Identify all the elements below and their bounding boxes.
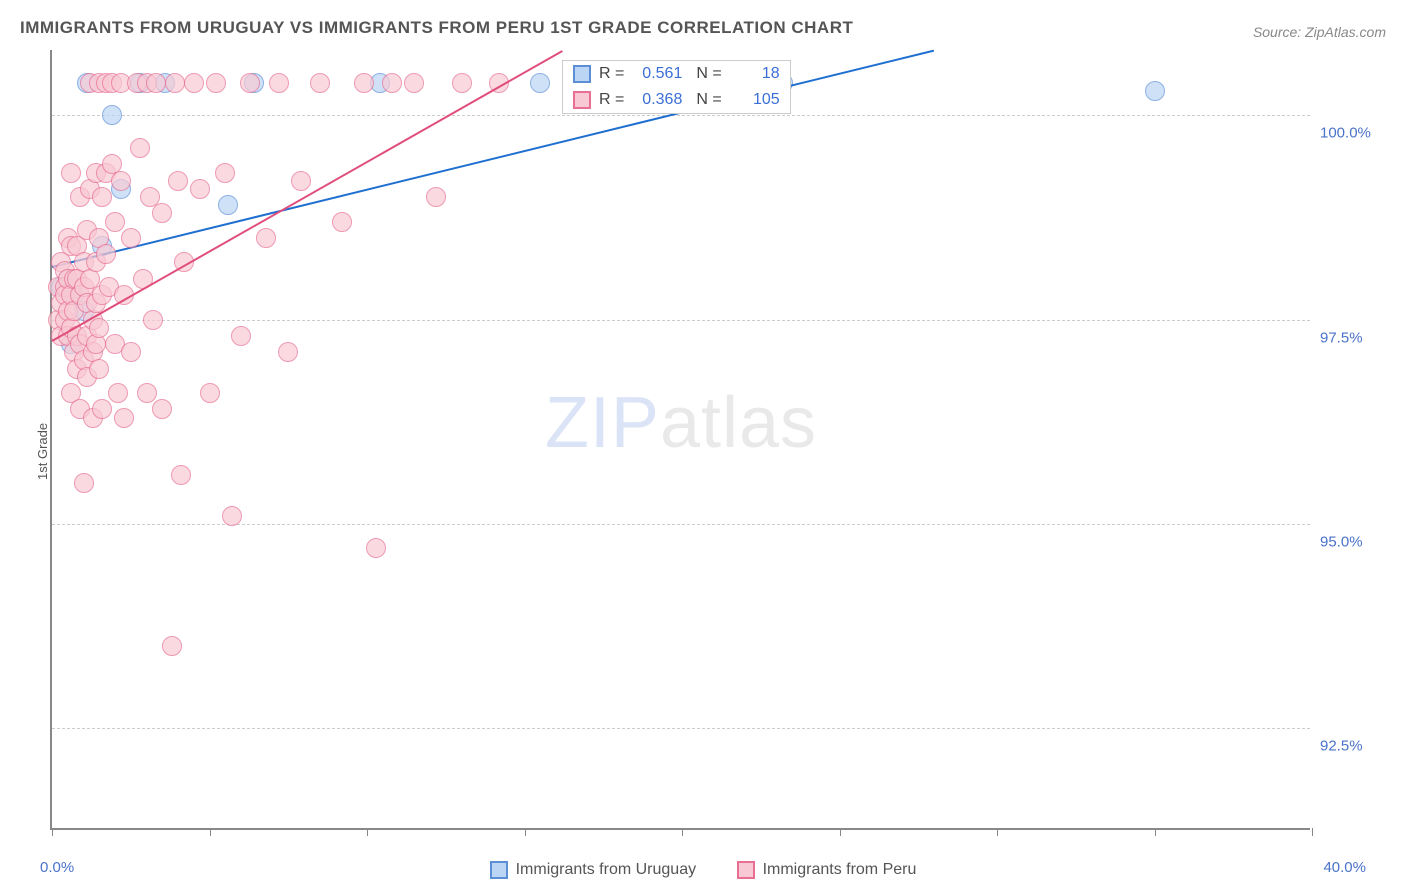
y-tick-label: 95.0% [1320, 533, 1380, 550]
legend-item-peru: Immigrants from Peru [737, 861, 917, 879]
y-tick-label: 97.5% [1320, 329, 1380, 346]
swatch-uruguay [573, 65, 591, 83]
scatter-point-peru [231, 326, 251, 346]
scatter-point-peru [89, 359, 109, 379]
scatter-point-peru [92, 399, 112, 419]
plot-area: ZIPatlas R = 0.561 N = 18 R = 0.368 N = … [50, 50, 1310, 830]
scatter-point-peru [61, 163, 81, 183]
r-value-uruguay: 0.561 [632, 65, 682, 83]
scatter-point-peru [137, 383, 157, 403]
x-tick [682, 828, 683, 836]
n-value-uruguay: 18 [730, 65, 780, 83]
scatter-point-peru [111, 171, 131, 191]
watermark-zip: ZIP [545, 383, 660, 463]
scatter-point-uruguay [530, 73, 550, 93]
scatter-point-peru [382, 73, 402, 93]
scatter-point-peru [165, 73, 185, 93]
legend-row-peru: R = 0.368 N = 105 [563, 87, 790, 113]
gridline-h [52, 728, 1310, 729]
chart-title: IMMIGRANTS FROM URUGUAY VS IMMIGRANTS FR… [20, 18, 853, 38]
scatter-point-peru [114, 408, 134, 428]
x-tick [525, 828, 526, 836]
scatter-point-peru [200, 383, 220, 403]
scatter-point-peru [426, 187, 446, 207]
legend-label-peru: Immigrants from Peru [763, 861, 917, 879]
y-axis-label: 1st Grade [35, 423, 50, 480]
scatter-point-peru [404, 73, 424, 93]
scatter-point-peru [121, 228, 141, 248]
r-value-peru: 0.368 [632, 91, 682, 109]
scatter-point-uruguay [218, 195, 238, 215]
scatter-point-peru [366, 538, 386, 558]
n-label: N = [696, 91, 721, 109]
scatter-point-uruguay [1145, 81, 1165, 101]
gridline-h [52, 524, 1310, 525]
scatter-point-peru [89, 318, 109, 338]
scatter-point-peru [152, 203, 172, 223]
x-tick [840, 828, 841, 836]
swatch-uruguay-bottom [490, 861, 508, 879]
series-legend: Immigrants from Uruguay Immigrants from … [0, 861, 1406, 884]
scatter-point-peru [278, 342, 298, 362]
swatch-peru [573, 91, 591, 109]
scatter-point-peru [121, 342, 141, 362]
legend-item-uruguay: Immigrants from Uruguay [490, 861, 697, 879]
x-tick [997, 828, 998, 836]
x-tick [210, 828, 211, 836]
scatter-point-peru [171, 465, 191, 485]
gridline-h [52, 320, 1310, 321]
scatter-point-peru [143, 310, 163, 330]
x-tick [367, 828, 368, 836]
scatter-point-peru [146, 73, 166, 93]
source-credit: Source: ZipAtlas.com [1253, 24, 1386, 40]
y-tick-label: 92.5% [1320, 737, 1380, 754]
trend-line-peru [52, 50, 563, 342]
x-tick [1312, 828, 1313, 836]
scatter-point-peru [190, 179, 210, 199]
x-tick [52, 828, 53, 836]
legend-row-uruguay: R = 0.561 N = 18 [563, 61, 790, 87]
scatter-point-peru [452, 73, 472, 93]
watermark: ZIPatlas [545, 382, 817, 464]
scatter-point-peru [96, 244, 116, 264]
scatter-point-peru [108, 383, 128, 403]
scatter-point-peru [152, 399, 172, 419]
r-label: R = [599, 91, 624, 109]
scatter-point-peru [184, 73, 204, 93]
scatter-point-peru [215, 163, 235, 183]
scatter-point-peru [74, 473, 94, 493]
x-tick [1155, 828, 1156, 836]
y-tick-label: 100.0% [1320, 125, 1380, 142]
scatter-point-peru [130, 138, 150, 158]
correlation-legend: R = 0.561 N = 18 R = 0.368 N = 105 [562, 60, 791, 114]
scatter-point-peru [162, 636, 182, 656]
watermark-atlas: atlas [660, 383, 817, 463]
scatter-point-peru [168, 171, 188, 191]
scatter-point-peru [240, 73, 260, 93]
scatter-point-peru [269, 73, 289, 93]
scatter-point-peru [332, 212, 352, 232]
scatter-point-peru [92, 187, 112, 207]
scatter-point-peru [206, 73, 226, 93]
swatch-peru-bottom [737, 861, 755, 879]
scatter-point-peru [291, 171, 311, 191]
legend-label-uruguay: Immigrants from Uruguay [516, 861, 697, 879]
n-label: N = [696, 65, 721, 83]
r-label: R = [599, 65, 624, 83]
n-value-peru: 105 [730, 91, 780, 109]
scatter-point-peru [105, 212, 125, 232]
scatter-point-peru [256, 228, 276, 248]
scatter-point-uruguay [102, 105, 122, 125]
scatter-point-peru [222, 506, 242, 526]
scatter-point-peru [354, 73, 374, 93]
scatter-point-peru [310, 73, 330, 93]
gridline-h [52, 115, 1310, 116]
